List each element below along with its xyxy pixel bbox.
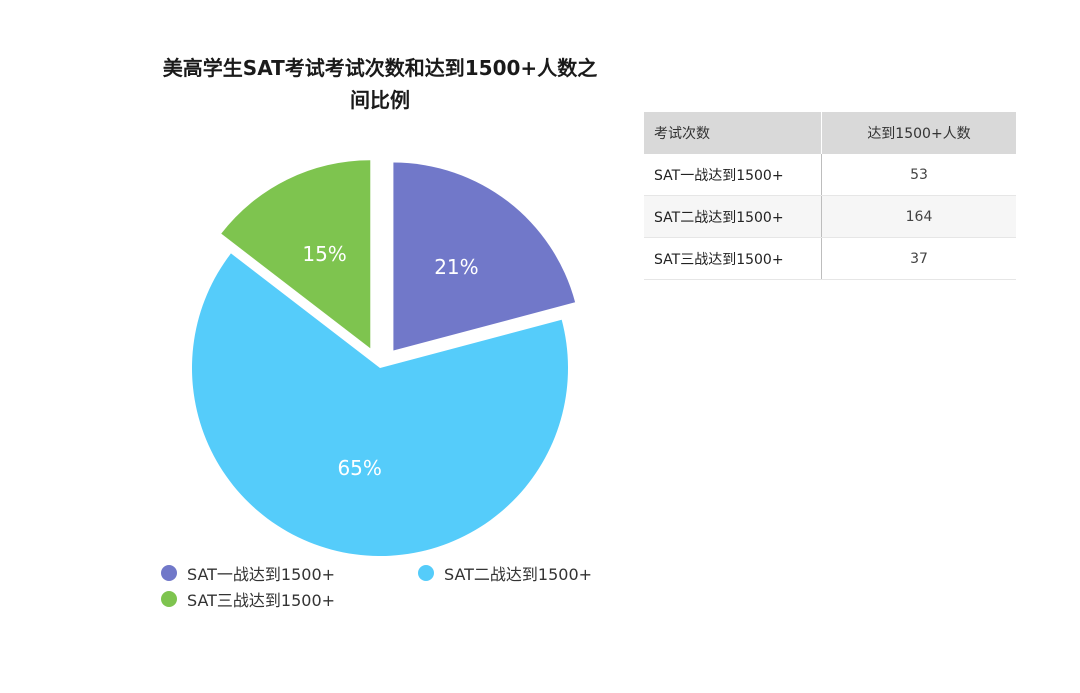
legend-swatch-2 [418,565,434,581]
table-cell-count: 37 [821,237,1016,280]
table-row: SAT三战达到1500+ 37 [644,237,1016,280]
table-cell-count: 53 [821,154,1016,196]
slice-third-attempt [221,160,371,349]
legend-label-3: SAT三战达到1500+ [187,591,336,610]
chart-title: 美高学生SAT考试考试次数和达到1500+人数之间比例 [162,56,598,112]
table-header-count: 达到1500+人数 [821,112,1016,154]
slice-third-attempt-label: 15% [302,242,346,266]
table-header-row: 考试次数 达到1500+人数 [644,112,1016,154]
table-cell-attempt: SAT二战达到1500+ [644,195,822,238]
legend-swatch-3 [161,591,177,607]
slice-first-attempt [393,162,576,351]
slice-first-attempt-label: 21% [434,255,478,279]
legend-swatch-1 [161,565,177,581]
table-row: SAT二战达到1500+ 164 [644,195,1016,238]
pie-slices [191,160,576,557]
legend-item-2: SAT二战达到1500+ [418,561,592,585]
legend-item-1: SAT一战达到1500+ [161,561,335,585]
data-table: 考试次数 达到1500+人数 SAT一战达到1500+ 53 SAT二战达到15… [644,112,1016,280]
pie-slice-labels: 21% 65% 15% [302,242,478,480]
table-row: SAT一战达到1500+ 53 [644,154,1016,196]
slice-second-attempt [191,253,568,557]
table-cell-attempt: SAT一战达到1500+ [644,154,822,196]
legend-item-3: SAT三战达到1500+ [161,587,335,611]
table-cell-attempt: SAT三战达到1500+ [644,237,822,280]
legend-label-2: SAT二战达到1500+ [444,565,593,584]
legend-label-1: SAT一战达到1500+ [187,565,336,584]
slice-second-attempt-label: 65% [337,456,381,480]
table-cell-count: 164 [821,195,1016,238]
table-header-attempts: 考试次数 [644,112,822,154]
